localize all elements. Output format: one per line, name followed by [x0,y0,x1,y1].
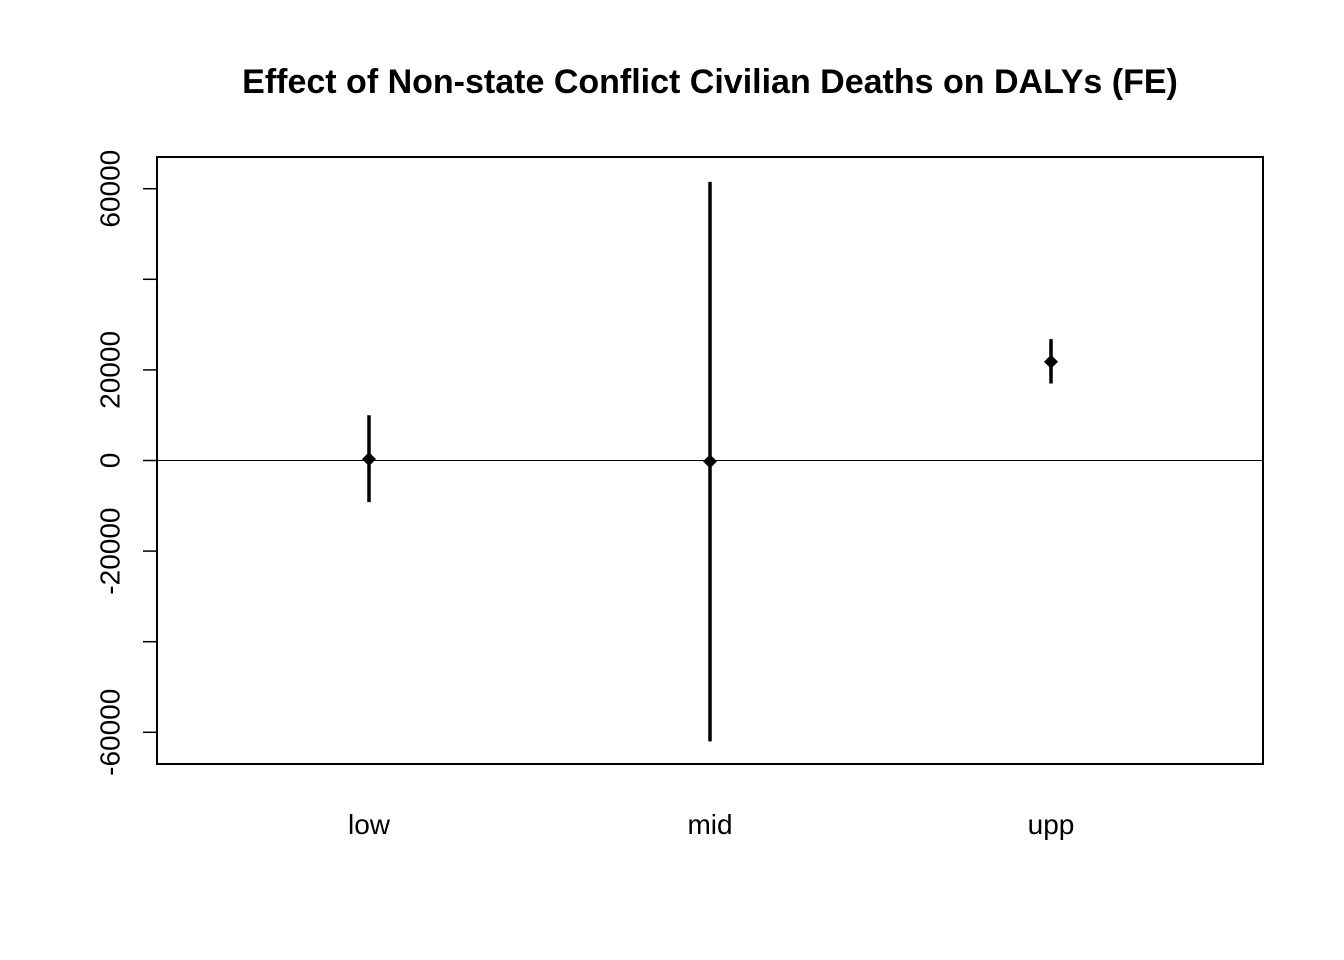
x-tick-label: upp [1028,809,1075,840]
x-tick-label: mid [687,809,732,840]
chart-marks: -60000 -20000 0 20000 60000 low mid upp [95,150,1263,840]
x-tick-label: low [348,809,391,840]
y-tick-label: 60000 [95,150,126,228]
point-estimate-low [362,452,376,467]
y-tick-label: 20000 [95,331,126,409]
point-estimate-upp [1044,354,1058,369]
y-tick-label: -60000 [95,689,126,776]
chart-title: Effect of Non-state Conflict Civilian De… [242,63,1178,101]
y-tick-label: -20000 [95,508,126,595]
y-tick-label: 0 [95,453,126,469]
point-estimate-mid [703,454,717,469]
